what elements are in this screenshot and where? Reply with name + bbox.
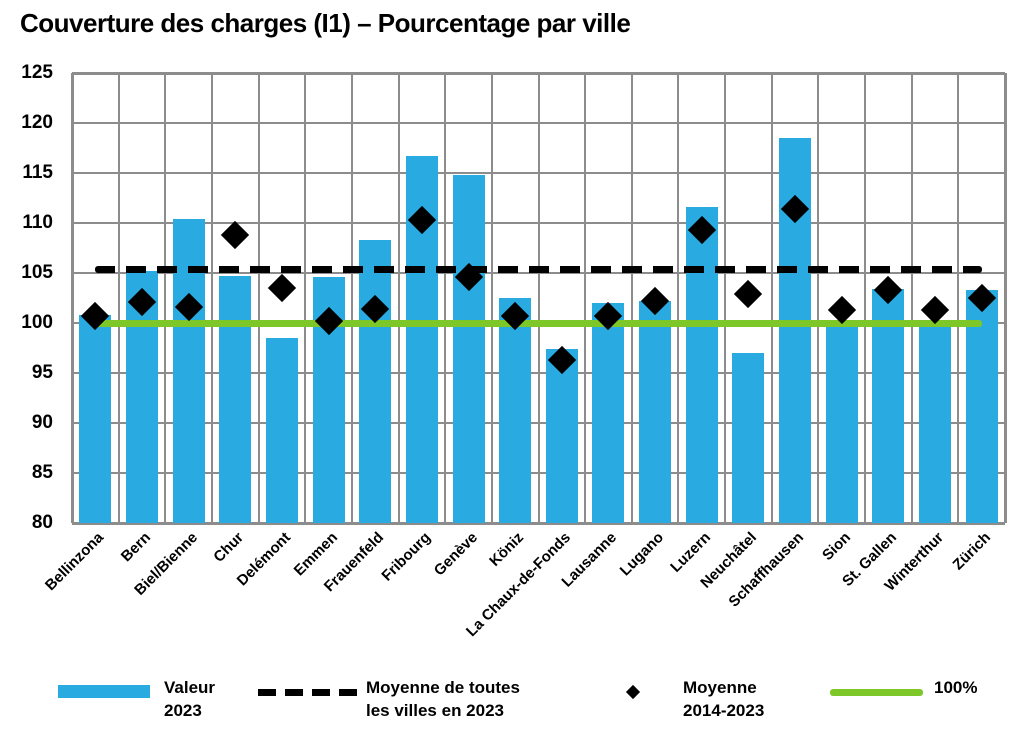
chart-title: Couverture des charges (I1) – Pourcentag… — [20, 8, 631, 38]
v-gridline — [584, 73, 587, 523]
diamond-swatch-icon — [625, 684, 641, 700]
legend-label: Moyenne 2014-2023 — [683, 678, 765, 720]
v-gridline — [350, 73, 353, 523]
v-gridline — [770, 73, 773, 523]
v-gridline — [164, 73, 167, 523]
y-axis: 80 85 90 95 100 105 110 115 120 125 — [0, 62, 53, 533]
bar-Sion — [825, 322, 858, 523]
y-tick-label: 95 — [31, 362, 53, 383]
y-tick-label: 110 — [22, 212, 53, 233]
bar-swatch-icon — [58, 685, 150, 698]
y-tick-label: 90 — [31, 412, 53, 433]
dashed-line-swatch-icon — [258, 689, 357, 696]
y-tick-label: 125 — [21, 62, 53, 83]
legend-label: Valeur 2023 — [164, 678, 216, 720]
y-tick-label: 100 — [21, 312, 53, 333]
green-line-swatch-icon — [830, 689, 923, 696]
y-tick-label: 115 — [22, 162, 53, 183]
bar-Neuchâtel — [732, 353, 765, 523]
bar-Lugano — [639, 301, 672, 523]
v-gridline — [117, 73, 120, 523]
bar-Genève — [452, 175, 485, 523]
bar-Köniz — [499, 298, 532, 523]
h-gridline — [72, 521, 1005, 525]
bar-Biel/Bienne — [172, 219, 205, 523]
average-dashed-line — [95, 265, 982, 273]
v-gridline — [444, 73, 447, 523]
plot-area — [70, 71, 1007, 525]
v-gridline — [817, 73, 820, 523]
v-gridline — [257, 73, 260, 523]
diamond-marker-Delémont — [267, 273, 297, 303]
v-gridline — [1003, 73, 1007, 523]
legend-item-moyenne-2014-2023: Moyenne 2014-2023 — [625, 676, 765, 722]
v-gridline — [864, 73, 867, 523]
v-gridline — [210, 73, 213, 523]
bar-Bellinzona — [79, 315, 112, 523]
bar-Frauenfeld — [359, 240, 392, 523]
legend-label: 100% — [934, 678, 978, 697]
v-gridline — [304, 73, 307, 523]
v-gridline — [490, 73, 493, 523]
bar-St. Gallen — [872, 289, 905, 523]
diamond-marker-Chur — [221, 220, 250, 250]
y-tick-label: 105 — [21, 262, 53, 283]
bar-Zürich — [965, 290, 998, 523]
legend-item-moyenne-villes: Moyenne de toutes les villes en 2023 — [258, 676, 520, 722]
bar-Winterthur — [919, 322, 952, 523]
y-tick-label: 120 — [21, 112, 53, 133]
v-gridline — [630, 73, 633, 523]
legend-label: Moyenne de toutes les villes en 2023 — [366, 678, 520, 720]
bar-Lausanne — [592, 303, 625, 523]
legend: Valeur 2023 Moyenne de toutes les villes… — [0, 676, 1024, 739]
v-gridline — [957, 73, 960, 523]
bar-Delémont — [265, 338, 298, 523]
x-axis-labels: Bellinzona Bern Biel/Bienne Chur Delémont Emm… — [42, 529, 1005, 669]
v-gridline — [910, 73, 913, 523]
y-tick-label: 80 — [31, 512, 53, 533]
v-gridline — [724, 73, 727, 523]
bar-Luzern — [685, 207, 718, 523]
v-gridline — [397, 73, 400, 523]
v-gridline — [537, 73, 540, 523]
y-tick-label: 85 — [31, 462, 53, 483]
v-gridline — [70, 73, 74, 523]
legend-item-100-percent: 100% — [830, 676, 977, 699]
v-gridline — [677, 73, 680, 523]
diamond-marker-Neuchâtel — [734, 279, 763, 309]
bar-La Chaux-de-Fonds — [545, 349, 578, 523]
legend-item-valeur-2023: Valeur 2023 — [58, 676, 215, 722]
hundred-percent-line — [95, 319, 982, 327]
bar-Chur — [219, 276, 252, 523]
